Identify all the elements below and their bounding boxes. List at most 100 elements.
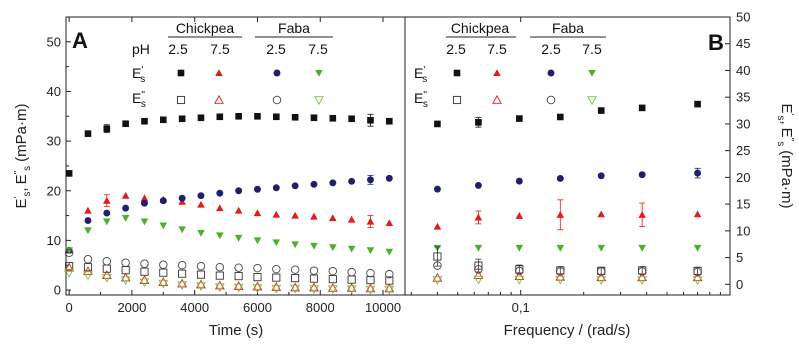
point-a-fb25_e1-1 <box>84 217 92 225</box>
point-b-cp25_e1-5 <box>638 104 646 112</box>
legend-b-ph-2: 7.5 <box>487 41 507 57</box>
point-a-fb25_e2-13 <box>309 266 319 275</box>
legend-b-row-e2: E" s <box>414 90 428 110</box>
point-a-fb25_e1-11 <box>272 184 280 192</box>
legend-b-marker-cp25-e2 <box>452 95 462 105</box>
point-a-fb25_e2-8 <box>215 262 225 272</box>
point-a-fb75_e1-3 <box>121 215 130 222</box>
x-axis-label-b: Frequency / (rad/s) <box>504 322 631 339</box>
point-a-cp25_e1-12 <box>291 113 299 121</box>
series-b-cp75_e2 <box>432 270 703 282</box>
point-a-fb25_e1-5 <box>159 197 167 205</box>
x-tick-label-b-0: 0,1 <box>512 300 530 315</box>
legend-a-ph-3: 2.5 <box>266 41 286 57</box>
legend-a-group-chickpea: Chickpea <box>176 20 235 36</box>
legend-b-group-faba: Faba <box>552 20 584 36</box>
point-b-fb75_e1-6 <box>693 244 702 252</box>
point-a-cp25_e1-16 <box>367 116 374 124</box>
marks-b <box>432 100 703 286</box>
point-a-fb75_e2-0 <box>64 268 75 278</box>
point-b-fb25_e1-1 <box>474 181 482 189</box>
point-a-cp75_e1-17 <box>385 219 394 227</box>
point-a-fb75_e1-8 <box>216 232 224 240</box>
point-a-cp25_e2-13 <box>309 274 319 283</box>
point-b-cp75_e1-4 <box>597 210 606 218</box>
point-a-cp75_e1-14 <box>329 214 337 222</box>
point-a-cp25_e2-5 <box>159 268 168 277</box>
point-a-cp25_e1-3 <box>122 120 129 128</box>
point-a-cp75_e1-3 <box>121 191 130 199</box>
y-tick-label-b-3: 15 <box>736 197 750 212</box>
point-b-fb25_e2-1 <box>474 265 483 274</box>
point-a-cp75_e1-8 <box>216 204 224 212</box>
point-a-cp75_e1-15 <box>347 215 356 223</box>
point-a-fb75_e1-4 <box>140 218 149 226</box>
legend-a: Chickpea Faba pH 2.5 7.5 2.5 7.5 E' s E" s <box>132 20 333 110</box>
point-a-fb75_e1-17 <box>385 248 394 256</box>
legend-a-marker-fb75-e1 <box>315 69 323 77</box>
legend-a-ph-label: pH <box>132 41 150 57</box>
point-b-fb75_e2-2 <box>514 275 525 285</box>
point-a-cp75_e1-7 <box>197 200 205 208</box>
point-b-fb25_e1-2 <box>515 177 523 185</box>
point-a-cp25_e1-2 <box>103 125 111 132</box>
point-b-fb75_e1-1 <box>474 244 483 252</box>
point-a-fb25_e2-2 <box>102 257 112 266</box>
point-a-fb75_e1-15 <box>347 245 356 253</box>
point-a-cp25_e2-14 <box>328 275 337 284</box>
marks-a <box>64 112 395 295</box>
y-tick-label-b-7: 35 <box>736 90 750 105</box>
y-tick-label-a-1: 10 <box>47 233 61 248</box>
point-a-cp75_e1-2 <box>103 196 111 204</box>
legend-a-marker-cp25-e1 <box>177 69 185 77</box>
series-a-cp25_e1 <box>65 112 393 177</box>
point-a-fb25_e1-3 <box>122 204 130 212</box>
point-a-fb75_e2-10 <box>252 284 263 294</box>
point-a-cp75_e1-13 <box>310 212 318 220</box>
x-tick-label-a-2: 4000 <box>180 300 209 315</box>
x-tick-label-a-4: 8000 <box>306 300 335 315</box>
series-b-fb25_e1 <box>433 167 702 193</box>
point-b-cp25_e1-1 <box>475 119 482 126</box>
point-a-cp75_e2-6 <box>177 278 188 288</box>
series-b-fb75_e1 <box>433 244 702 252</box>
legend-b-marker-fb25-e1 <box>547 69 555 77</box>
point-a-fb25_e1-4 <box>141 199 148 207</box>
series-a-fb75_e1 <box>65 215 394 256</box>
legend-b-group-chickpea: Chickpea <box>451 20 510 36</box>
point-a-cp25_e1-6 <box>178 115 186 123</box>
point-b-fb75_e2-0 <box>432 276 443 286</box>
point-b-cp75_e1-3 <box>556 211 565 218</box>
point-a-cp25_e1-14 <box>329 114 337 122</box>
point-a-fb75_e2-2 <box>101 273 112 283</box>
point-a-fb25_e2-12 <box>290 265 300 274</box>
point-a-cp75_e2-10 <box>252 281 263 291</box>
legend-b-markers <box>452 69 597 106</box>
point-a-fb75_e2-5 <box>158 279 169 289</box>
y-tick-label-b-8: 40 <box>736 63 750 78</box>
y-tick-label-a-4: 40 <box>47 84 61 99</box>
y-tick-label-b-10: 50 <box>736 10 750 25</box>
point-b-fb75_e2-3 <box>555 275 566 285</box>
point-a-fb25_e2-0 <box>64 248 74 258</box>
y-tick-label-a-2: 20 <box>47 183 61 198</box>
point-b-fb25_e1-5 <box>638 171 646 179</box>
plot-frame-b <box>404 16 731 296</box>
point-a-cp25_e1-13 <box>310 114 318 122</box>
point-a-cp25_e1-5 <box>160 116 167 124</box>
point-b-fb25_e2-0 <box>433 261 442 270</box>
point-a-cp25_e1-0 <box>65 170 73 177</box>
point-a-cp25_e2-16 <box>366 276 375 285</box>
point-a-cp75_e2-9 <box>233 280 244 290</box>
point-b-cp25_e1-4 <box>597 107 605 114</box>
point-b-cp75_e2-1 <box>473 270 484 279</box>
point-b-fb75_e2-4 <box>596 276 607 286</box>
point-b-cp25_e2-0 <box>433 252 442 261</box>
point-b-fb25_e2-2 <box>515 266 524 276</box>
point-a-fb25_e2-10 <box>253 263 262 273</box>
legend-b-ph-3: 2.5 <box>541 41 561 57</box>
point-a-fb25_e2-4 <box>140 259 149 268</box>
point-a-fb75_e2-15 <box>346 285 357 295</box>
plot-frame-a <box>65 16 406 296</box>
point-a-fb25_e2-7 <box>196 261 206 271</box>
